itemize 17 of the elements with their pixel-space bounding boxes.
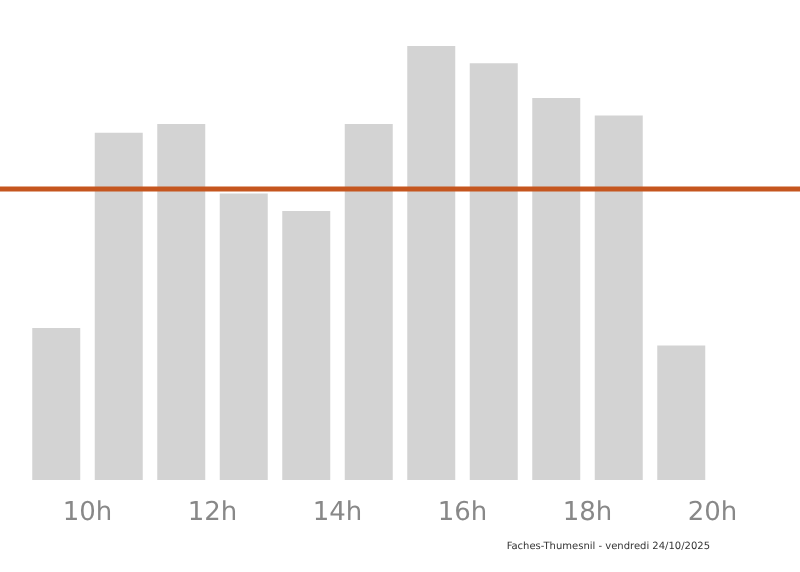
bar (469, 63, 518, 480)
x-tick-label: 18h (562, 498, 613, 528)
x-tick-label: 16h (437, 498, 488, 528)
x-tick-label: 20h (687, 498, 738, 528)
bar (532, 98, 581, 480)
bar (282, 210, 331, 480)
bar (657, 345, 706, 480)
bar (32, 328, 81, 480)
x-tick-label: 10h (62, 498, 113, 528)
x-tick-label: 12h (187, 498, 238, 528)
bar (407, 46, 456, 480)
x-tick-label: 14h (312, 498, 363, 528)
bar (219, 193, 268, 480)
bar (94, 132, 143, 480)
bar (157, 124, 206, 480)
bar (594, 115, 643, 480)
bar (344, 124, 393, 480)
